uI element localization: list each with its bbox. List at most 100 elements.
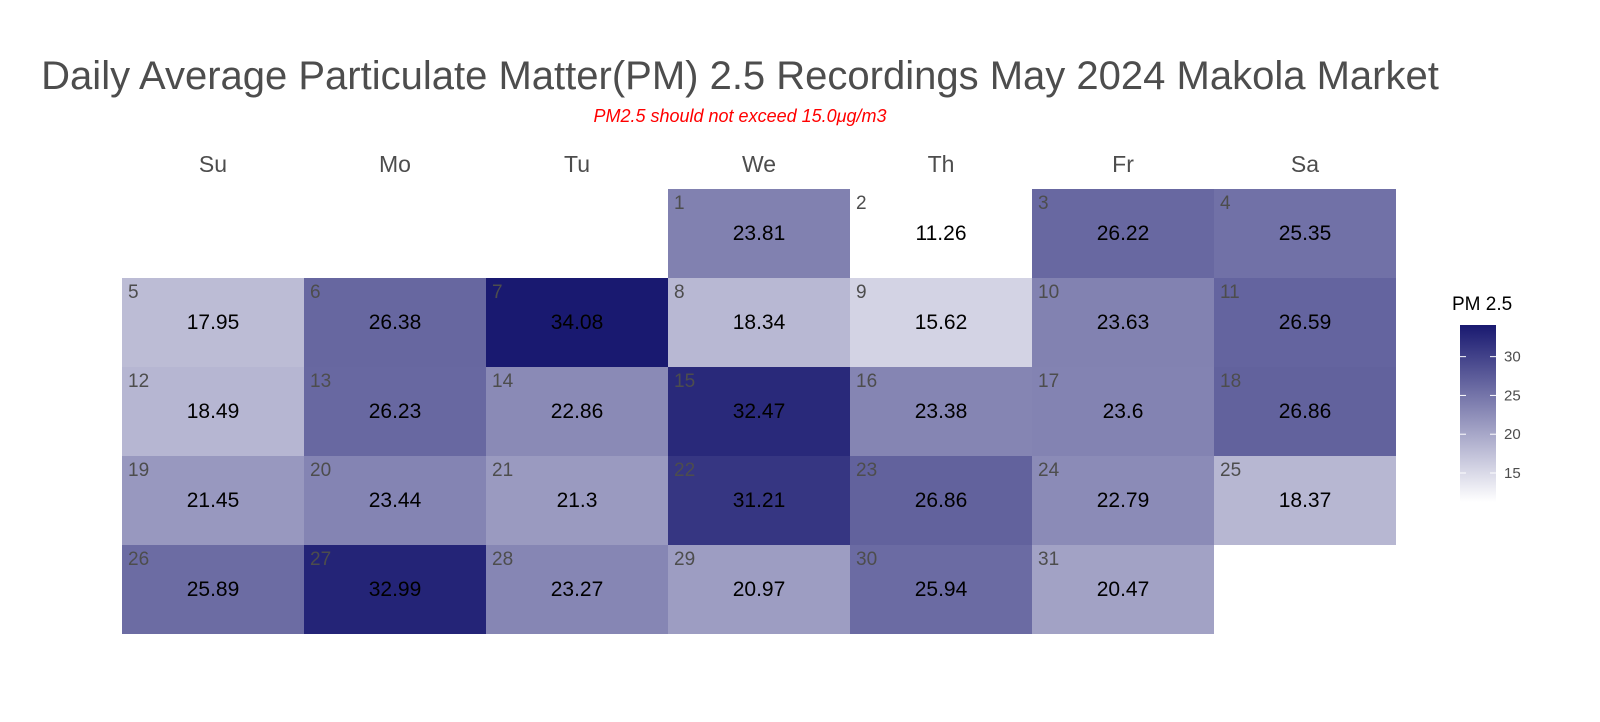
calendar-cell: 17 23.6 (1032, 367, 1214, 456)
pm25-value-label: 20.97 (733, 578, 786, 601)
legend-title: PM 2.5 (1452, 294, 1512, 315)
cell-tile (1032, 367, 1214, 456)
pm25-value-label: 34.08 (551, 311, 604, 334)
cell-tile (486, 545, 668, 634)
day-number: 24 (1038, 460, 1060, 481)
calendar-cell: 915.62 (850, 278, 1032, 367)
cell-tile (668, 545, 850, 634)
cell-tile (1032, 456, 1214, 545)
calendar-cell: 26 25.89 (122, 545, 304, 634)
legend-tick-label: 25 (1504, 387, 1521, 404)
day-number: 30 (856, 549, 877, 570)
legend-tick-label: 20 (1504, 426, 1521, 443)
calendar-cell: 16 23.38 (850, 367, 1032, 456)
pm25-value-label: 22.79 (1097, 489, 1150, 512)
day-number: 11 (1220, 282, 1240, 303)
day-number: 19 (128, 460, 149, 481)
chart-subtitle: PM2.5 should not exceed 15.0μg/m3 (593, 106, 886, 126)
pm25-value-label: 26.86 (915, 489, 968, 512)
weekday-label-mo: Mo (379, 151, 411, 177)
calendar-cell: 517.95 (122, 278, 304, 367)
weekday-label-su: Su (199, 151, 227, 177)
day-number: 21 (492, 460, 513, 481)
day-number: 1 (674, 193, 685, 214)
calendar-cell: 24 22.79 (1032, 456, 1214, 545)
cell-tile (668, 189, 850, 278)
day-number: 28 (492, 549, 513, 570)
cell-tile (1214, 456, 1396, 545)
cell-tile (486, 367, 668, 456)
cell-tile (850, 278, 1032, 367)
day-number: 27 (310, 549, 331, 570)
day-number: 5 (128, 282, 139, 303)
pm25-value-label: 17.95 (187, 311, 240, 334)
calendar-grid: 123.81211.26326.22425.35517.95626.38734.… (122, 189, 1396, 634)
calendar-cell: 626.38 (304, 278, 486, 367)
legend-colorbar (1460, 325, 1496, 502)
cell-tile (850, 456, 1032, 545)
calendar-cell: 326.22 (1032, 189, 1214, 278)
calendar-cell: 818.34 (668, 278, 850, 367)
pm25-value-label: 23.44 (369, 489, 422, 512)
calendar-cell: 12 18.49 (122, 367, 304, 456)
pm25-value-label: 25.89 (187, 578, 240, 601)
cell-tile (122, 278, 304, 367)
pm25-value-label: 25.94 (915, 578, 968, 601)
day-number: 31 (1038, 549, 1059, 570)
legend-tick-label: 15 (1504, 465, 1521, 482)
day-number: 3 (1038, 193, 1049, 214)
day-number: 20 (310, 460, 331, 481)
cell-tile (304, 367, 486, 456)
weekday-label-we: We (742, 151, 776, 177)
calendar-cell: 425.35 (1214, 189, 1396, 278)
calendar-cell: 19 21.45 (122, 456, 304, 545)
pm25-value-label: 22.86 (551, 400, 604, 423)
cell-tile (122, 367, 304, 456)
pm25-value-label: 23.63 (1097, 311, 1150, 334)
day-number: 18 (1220, 371, 1241, 392)
cell-tile (486, 278, 668, 367)
day-number: 26 (128, 549, 149, 570)
day-number: 25 (1220, 460, 1241, 481)
day-number: 4 (1220, 193, 1231, 214)
cell-tile (850, 189, 1032, 278)
cell-tile (304, 278, 486, 367)
color-legend: PM 2.5 15 20 25 30 (1452, 294, 1521, 502)
pm25-value-label: 23.27 (551, 578, 604, 601)
pm25-value-label: 18.49 (187, 400, 240, 423)
calendar-cell: 14 22.86 (486, 367, 668, 456)
pm25-value-label: 11.26 (916, 222, 967, 245)
calendar-cell: 30 25.94 (850, 545, 1032, 634)
calendar-cell: 28 23.27 (486, 545, 668, 634)
cell-tile (1032, 189, 1214, 278)
pm25-value-label: 21.45 (187, 489, 240, 512)
pm25-value-label: 18.34 (733, 311, 786, 334)
day-number: 6 (310, 282, 321, 303)
calendar-cell: 15 32.47 (668, 367, 850, 456)
day-number: 9 (856, 282, 867, 303)
day-number: 14 (492, 371, 514, 392)
calendar-cell: 25 18.37 (1214, 456, 1396, 545)
pm25-value-label: 32.47 (733, 400, 786, 423)
pm25-value-label: 32.99 (369, 578, 422, 601)
legend-tick-label: 30 (1504, 349, 1521, 366)
day-number: 29 (674, 549, 695, 570)
pm25-value-label: 18.37 (1279, 489, 1332, 512)
weekday-label-fr: Fr (1112, 151, 1134, 177)
cell-tile (668, 367, 850, 456)
calendar-cell: 18 26.86 (1214, 367, 1396, 456)
day-number: 17 (1038, 371, 1059, 392)
calendar-cell: 123.81 (668, 189, 850, 278)
weekday-label-sa: Sa (1291, 151, 1319, 177)
cell-tile (486, 456, 668, 545)
weekday-header-row: Su Mo Tu We Th Fr Sa (199, 151, 1319, 177)
calendar-cell: 11 26.59 (1214, 278, 1396, 367)
calendar-cell: 20 23.44 (304, 456, 486, 545)
day-number: 7 (492, 282, 503, 303)
calendar-cell: 31 20.47 (1032, 545, 1214, 634)
cell-tile (1032, 545, 1214, 634)
cell-tile (1214, 189, 1396, 278)
day-number: 22 (674, 460, 695, 481)
pm25-value-label: 26.22 (1097, 222, 1150, 245)
weekday-label-th: Th (928, 151, 955, 177)
